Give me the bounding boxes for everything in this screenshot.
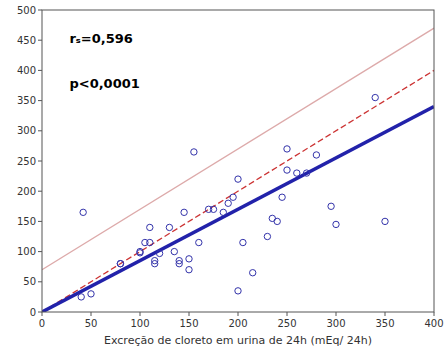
x-tick-label: 100 [130, 318, 149, 329]
x-tick-label: 250 [277, 318, 296, 329]
point [333, 221, 339, 227]
line [42, 28, 434, 270]
point [186, 256, 192, 262]
background [0, 0, 446, 352]
x-tick [42, 312, 43, 316]
x-tick-label: 0 [39, 318, 45, 329]
point [117, 260, 123, 266]
point [264, 233, 270, 239]
point [274, 218, 280, 224]
point [225, 200, 231, 206]
point [117, 260, 123, 266]
y-tick [38, 281, 42, 282]
x-tick-label: 200 [228, 318, 247, 329]
y-tick [38, 191, 42, 192]
point [166, 224, 172, 230]
x-axis-label: Excreção de cloreto em urina de 24h (mEq… [104, 334, 372, 347]
point [284, 167, 290, 173]
point [235, 176, 241, 182]
chart: 0 50 100 150 200 250 300 350 400 0 50 100 150 200 250 3… [0, 0, 446, 352]
x-tick-label: 350 [375, 318, 394, 329]
point [186, 267, 192, 273]
point [235, 288, 241, 294]
x-tick [140, 312, 141, 316]
annotation: rₛ=0,596 [69, 31, 132, 46]
y-tick [38, 312, 42, 313]
point [372, 94, 378, 100]
x-tick [287, 312, 288, 316]
point [191, 149, 197, 155]
y-tick-label: 150 [17, 216, 36, 227]
plot-area [42, 28, 434, 312]
y-tick [38, 100, 42, 101]
point [313, 152, 319, 158]
point [152, 257, 158, 263]
point [284, 146, 290, 152]
x-tick [385, 312, 386, 316]
x-tick-label: 50 [85, 318, 98, 329]
y-tick [38, 10, 42, 11]
annotation: p<0,0001 [69, 76, 139, 91]
point [230, 194, 236, 200]
point [294, 170, 300, 176]
x-tick [238, 312, 239, 316]
point [382, 218, 388, 224]
point [303, 170, 309, 176]
point [78, 294, 84, 300]
y-tick [38, 251, 42, 252]
y-tick-label: 250 [17, 156, 36, 167]
point [181, 209, 187, 215]
y-tick-label: 500 [17, 5, 36, 16]
x-tick-label: 300 [326, 318, 345, 329]
y-tick-label: 0 [30, 307, 36, 318]
point [279, 194, 285, 200]
y-tick-label: 350 [17, 95, 36, 106]
point [80, 209, 86, 215]
point [147, 224, 153, 230]
line [42, 107, 434, 312]
y-tick-label: 50 [23, 276, 36, 287]
y-tick [38, 70, 42, 71]
y-tick [38, 221, 42, 222]
point [176, 257, 182, 263]
y-tick-label: 300 [17, 125, 36, 136]
y-tick [38, 161, 42, 162]
x-tick [434, 312, 435, 316]
y-tick [38, 130, 42, 131]
y-tick-label: 200 [17, 186, 36, 197]
x-tick [91, 312, 92, 316]
point [156, 250, 162, 256]
y-tick [38, 40, 42, 41]
point [171, 248, 177, 254]
y-tick-label: 100 [17, 246, 36, 257]
x-tick [189, 312, 190, 316]
frame [42, 10, 434, 312]
point [210, 206, 216, 212]
point [220, 209, 226, 215]
point [147, 239, 153, 245]
point [328, 203, 334, 209]
x-tick-label: 150 [179, 318, 198, 329]
point [240, 239, 246, 245]
line [42, 70, 434, 312]
point [137, 250, 143, 256]
y-tick-label: 400 [17, 65, 36, 76]
point [250, 270, 256, 276]
point [196, 239, 202, 245]
point [88, 291, 94, 297]
y-tick-label: 450 [17, 35, 36, 46]
x-tick-label: 400 [424, 318, 443, 329]
x-tick [336, 312, 337, 316]
